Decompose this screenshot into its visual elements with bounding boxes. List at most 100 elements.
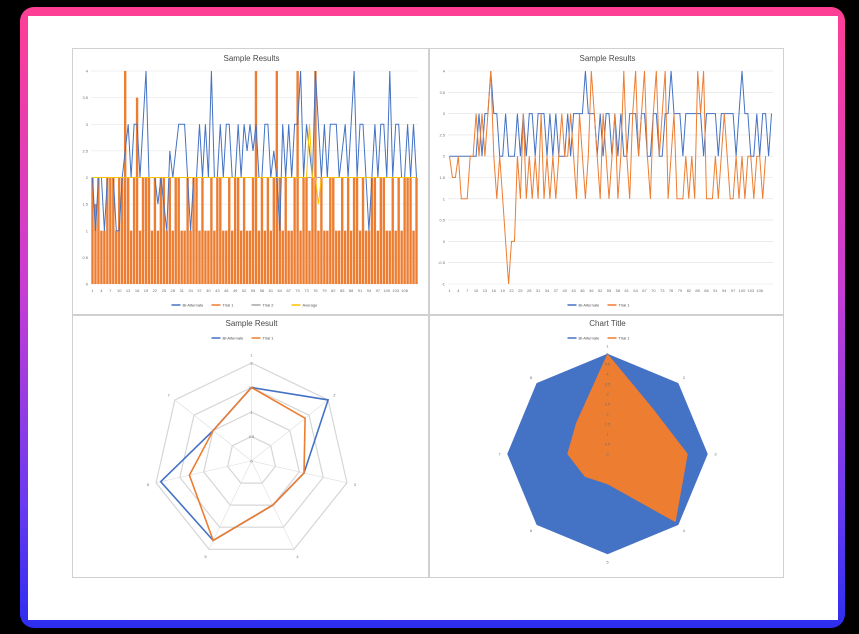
y-tick-label: 1.5 xyxy=(439,175,445,180)
bar-chart-bar xyxy=(394,230,397,284)
x-tick-label: 76 xyxy=(669,288,674,293)
bar-chart-bar xyxy=(222,230,225,284)
y-tick-label: 2 xyxy=(443,154,446,159)
x-tick-label: 40 xyxy=(206,288,211,293)
legend-label: Average xyxy=(303,303,319,308)
x-tick-label: 106 xyxy=(401,288,408,293)
x-tick-label: 43 xyxy=(215,288,220,293)
bar-chart-bar xyxy=(97,177,100,284)
x-tick-label: 61 xyxy=(269,288,274,293)
x-tick-label: 19 xyxy=(500,288,505,293)
x-tick-label: 7 xyxy=(109,288,112,293)
radar-r-tick-label: 1.5 xyxy=(249,385,255,390)
x-tick-label: 46 xyxy=(580,288,585,293)
bar-chart-bar xyxy=(349,230,353,284)
x-tick-label: 37 xyxy=(197,288,202,293)
radar-r-tick-label: 2 xyxy=(250,361,253,366)
legend-label: Bi-Alternate xyxy=(579,303,601,308)
bar-chart-bar xyxy=(147,177,151,284)
y-tick-label: 3 xyxy=(86,122,89,127)
x-tick-label: 19 xyxy=(144,288,149,293)
radar-category-label: 5 xyxy=(204,554,207,559)
x-tick-label: 4 xyxy=(100,288,103,293)
x-tick-label: 34 xyxy=(545,288,550,293)
radar-grid-ring xyxy=(155,362,348,550)
bar-chart-bar xyxy=(207,230,210,284)
legend-label: Trial 1 xyxy=(263,336,275,341)
x-tick-label: 7 xyxy=(466,288,469,293)
x-tick-label: 22 xyxy=(509,288,514,293)
bar-chart-bar xyxy=(126,177,130,284)
bar-chart-bar xyxy=(225,230,228,284)
bar-chart-bar xyxy=(317,230,320,284)
bar-chart-bar xyxy=(189,230,192,284)
bar-chart-bar xyxy=(183,230,186,284)
legend-label: Trial 1 xyxy=(619,336,631,341)
bar-chart-bar xyxy=(373,177,377,284)
x-tick-label: 94 xyxy=(367,288,372,293)
bar-chart-bar xyxy=(293,177,296,284)
x-tick-label: 82 xyxy=(687,288,692,293)
y-tick-label: 3.5 xyxy=(82,95,88,100)
bar-chart-bar xyxy=(376,230,380,284)
x-tick-label: 79 xyxy=(678,288,683,293)
bar-chart-bar xyxy=(231,230,234,284)
bar-chart-bar xyxy=(236,177,240,284)
bar-chart-bar xyxy=(201,177,204,284)
bar-chart-bar xyxy=(260,177,264,284)
bar-chart-bar xyxy=(248,230,252,284)
x-tick-label: 25 xyxy=(162,288,167,293)
bar-chart-bar xyxy=(335,230,338,284)
bar-chart-bar xyxy=(323,230,326,284)
x-tick-label: 13 xyxy=(483,288,488,293)
y-tick-label: 4 xyxy=(86,69,89,74)
radar-r-tick-label: 4.5 xyxy=(605,362,611,367)
radar-r-tick-label: 1.5 xyxy=(605,422,611,427)
bar-chart-bar xyxy=(397,177,400,284)
bar-chart-bar xyxy=(100,230,103,284)
x-tick-label: 70 xyxy=(651,288,656,293)
radar-r-tick-label: 0 xyxy=(250,459,253,464)
radar-spoke xyxy=(208,460,252,550)
bar-chart-bar xyxy=(174,177,177,284)
bar-chart-bar xyxy=(219,177,222,284)
bar-chart-bar xyxy=(129,230,133,284)
bar-chart-bar xyxy=(213,230,216,284)
x-tick-label: 16 xyxy=(135,288,140,293)
x-tick-label: 1 xyxy=(448,288,451,293)
y-tick-label: 3.5 xyxy=(439,90,445,95)
x-tick-label: 64 xyxy=(278,288,283,293)
radar-r-tick-label: 0.5 xyxy=(605,442,611,447)
bar-chart-panel: Sample Results 0 0.5 1 1.5 2 2.5 3 3.5 4 1 4 7 10 13 16… xyxy=(72,48,429,315)
bar-chart-bar xyxy=(370,177,374,284)
bar-chart-bar xyxy=(412,230,415,284)
x-tick-label: 73 xyxy=(304,288,309,293)
y-tick-label: 2.5 xyxy=(82,148,88,153)
bar-chart-bar xyxy=(326,230,329,284)
bar-chart-bar xyxy=(156,230,160,284)
bar-chart-bar xyxy=(358,230,362,284)
x-tick-label: 106 xyxy=(756,288,763,293)
bar-chart-bar xyxy=(269,230,273,284)
bar-chart-bar xyxy=(305,177,308,284)
radar-r-tick-label: 3.5 xyxy=(605,382,611,387)
bar-chart-bar xyxy=(341,177,344,284)
x-tick-label: 28 xyxy=(527,288,532,293)
legend-label: Bi-Alternate xyxy=(183,303,205,308)
x-tick-label: 10 xyxy=(117,288,122,293)
radar-category-label: 3 xyxy=(354,482,357,487)
radar-r-tick-label: 0 xyxy=(606,452,609,457)
bar-chart-bar xyxy=(290,230,293,284)
bar-chart-bar xyxy=(343,230,347,284)
x-tick-label: 10 xyxy=(474,288,479,293)
bar-chart-bar xyxy=(308,230,311,284)
bar-chart-bar xyxy=(403,177,406,284)
x-tick-label: 16 xyxy=(492,288,497,293)
bar-chart-bar xyxy=(186,177,189,284)
bar-chart-bar xyxy=(391,177,394,284)
y-tick-label: -1 xyxy=(441,282,445,287)
y-tick-label: 0.5 xyxy=(439,218,445,223)
radar-category-label: 8 xyxy=(530,375,533,380)
bar-chart-bar xyxy=(91,177,94,284)
x-tick-label: 85 xyxy=(340,288,345,293)
